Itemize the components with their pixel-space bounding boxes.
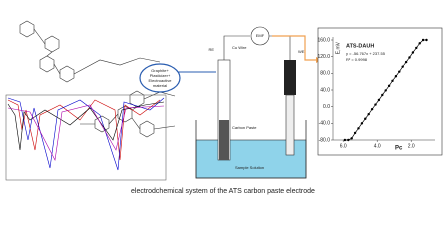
setup-diagram: EMF Cu Wire Carbon Paste Sample Solution… <box>139 26 322 179</box>
data-point <box>350 137 353 140</box>
x-tick-label: 2.0 <box>408 143 415 149</box>
spectra-plot <box>5 94 167 181</box>
graphical-abstract: EMF Cu Wire Carbon Paste Sample Solution… <box>5 20 443 195</box>
data-point <box>411 51 415 54</box>
data-point <box>394 75 398 78</box>
composition-line: Graphite+ <box>151 68 169 73</box>
x-axis-label: Pc <box>395 146 403 152</box>
data-point <box>421 38 425 42</box>
composition-line: Electroactive <box>149 78 173 83</box>
composition-line: material <box>153 83 167 88</box>
data-point <box>425 38 428 42</box>
data-point <box>418 42 421 45</box>
plot-title: ATS-DAUH <box>346 43 374 49</box>
data-point <box>367 112 370 116</box>
data-point <box>364 117 367 120</box>
data-point <box>384 89 387 92</box>
data-point <box>401 65 404 68</box>
y-tick-label: 0.0 <box>323 104 330 110</box>
data-point <box>408 56 411 59</box>
y-tick-label: 40.0 <box>320 87 330 93</box>
data-point <box>391 79 394 83</box>
data-point <box>343 138 347 142</box>
solution-label: Sample Solution <box>235 165 264 170</box>
data-point <box>404 60 408 64</box>
work-label: WE <box>298 49 305 54</box>
data-point <box>381 93 384 97</box>
data-point <box>398 70 401 73</box>
y-tick-label: -80.0 <box>319 137 331 143</box>
data-point <box>387 84 391 88</box>
data-point <box>415 46 418 50</box>
y-tick-label: -40.0 <box>319 121 331 127</box>
caption: electrodchemical system of the ATS carbo… <box>131 188 315 195</box>
molecule-drawing <box>19 20 176 138</box>
data-point <box>377 98 381 102</box>
data-point <box>353 131 357 135</box>
x-tick-label: 6.0 <box>340 143 347 149</box>
data-point <box>360 122 364 125</box>
y-axis-label: E,mV <box>335 41 341 54</box>
composition-line: Plasticizer+ <box>150 73 171 78</box>
y-tick-label: 160.0 <box>317 37 330 43</box>
equation: y = -56.767x + 237.55 <box>346 51 386 56</box>
data-point <box>374 103 377 106</box>
calibration-plot: ATS-DAUH y = -56.767x + 237.55 R² = 0.99… <box>317 27 443 156</box>
paste-label: Carbon Paste <box>232 125 257 130</box>
wire-label: Cu Wire <box>232 45 247 50</box>
x-tick-label: 4.0 <box>374 143 381 149</box>
data-point <box>370 107 374 111</box>
meter-label: EMF <box>256 33 265 38</box>
ref-label: RE <box>208 47 214 52</box>
r-squared: R² = 0.9998 <box>346 57 368 62</box>
data-point <box>347 138 350 142</box>
data-point <box>357 127 360 130</box>
y-tick-label: 120.0 <box>317 54 330 60</box>
y-tick-label: 80.0 <box>320 71 330 77</box>
